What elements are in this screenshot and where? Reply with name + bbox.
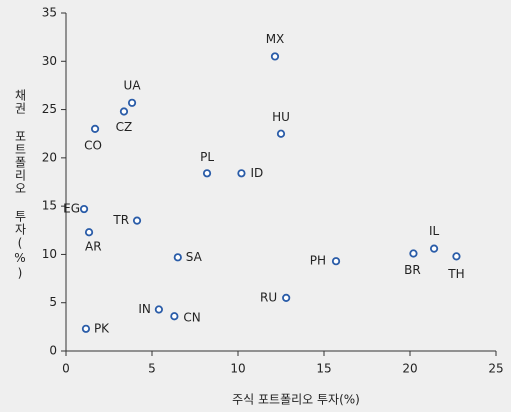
point-label: RU xyxy=(260,290,277,304)
x-tick-label: 15 xyxy=(316,362,331,376)
y-axis-label: 채권 포트폴리오 투자(%) xyxy=(13,89,27,281)
y-tick-label: 15 xyxy=(42,199,57,213)
point xyxy=(79,204,89,214)
point-label: HU xyxy=(272,110,290,124)
x-axis-label: 주식 포트폴리오 투자(%) xyxy=(232,393,360,407)
point xyxy=(452,252,461,261)
point-label: CN xyxy=(183,311,200,325)
point xyxy=(132,216,142,225)
point xyxy=(429,244,439,253)
point-label: TH xyxy=(447,267,464,281)
x-tick-label: 10 xyxy=(230,362,245,376)
y-tick-label: 20 xyxy=(42,150,57,164)
point xyxy=(170,312,179,321)
y-tick-label: 35 xyxy=(42,6,57,20)
point xyxy=(90,124,100,133)
y-tick-label: 0 xyxy=(49,344,57,358)
point xyxy=(282,293,291,302)
y-tick-label: 25 xyxy=(42,102,57,116)
point-label: AR xyxy=(85,240,102,254)
x-tick-label: 20 xyxy=(402,362,417,376)
point-label: BR xyxy=(404,263,421,277)
point xyxy=(202,169,212,178)
point xyxy=(276,129,286,138)
point-label: ID xyxy=(250,166,263,180)
point xyxy=(84,228,94,237)
point xyxy=(127,98,137,107)
x-tick-label: 5 xyxy=(148,362,156,376)
point xyxy=(237,169,246,178)
point-label: CO xyxy=(84,138,102,152)
point xyxy=(119,107,129,116)
y-tick-label: 10 xyxy=(42,247,57,261)
point xyxy=(331,257,341,266)
point xyxy=(173,253,182,262)
x-tick-label: 25 xyxy=(488,362,503,376)
y-tick-label: 5 xyxy=(49,295,57,309)
point xyxy=(270,52,280,61)
point-label: TR xyxy=(112,213,129,227)
point xyxy=(81,324,91,333)
y-tick-label: 30 xyxy=(42,54,57,68)
point-label: IL xyxy=(429,224,440,238)
point-label: PH xyxy=(310,254,326,268)
point-label: UA xyxy=(124,78,142,92)
point-label: EG xyxy=(63,202,80,216)
point xyxy=(409,249,418,258)
point-label: IN xyxy=(138,302,151,316)
point-label: MX xyxy=(266,32,285,46)
point-label: PL xyxy=(200,150,214,164)
point-label: SA xyxy=(186,250,203,264)
point-label: PK xyxy=(94,321,110,335)
point xyxy=(154,305,163,314)
point-label: CZ xyxy=(116,120,133,134)
x-tick-label: 0 xyxy=(62,362,70,376)
